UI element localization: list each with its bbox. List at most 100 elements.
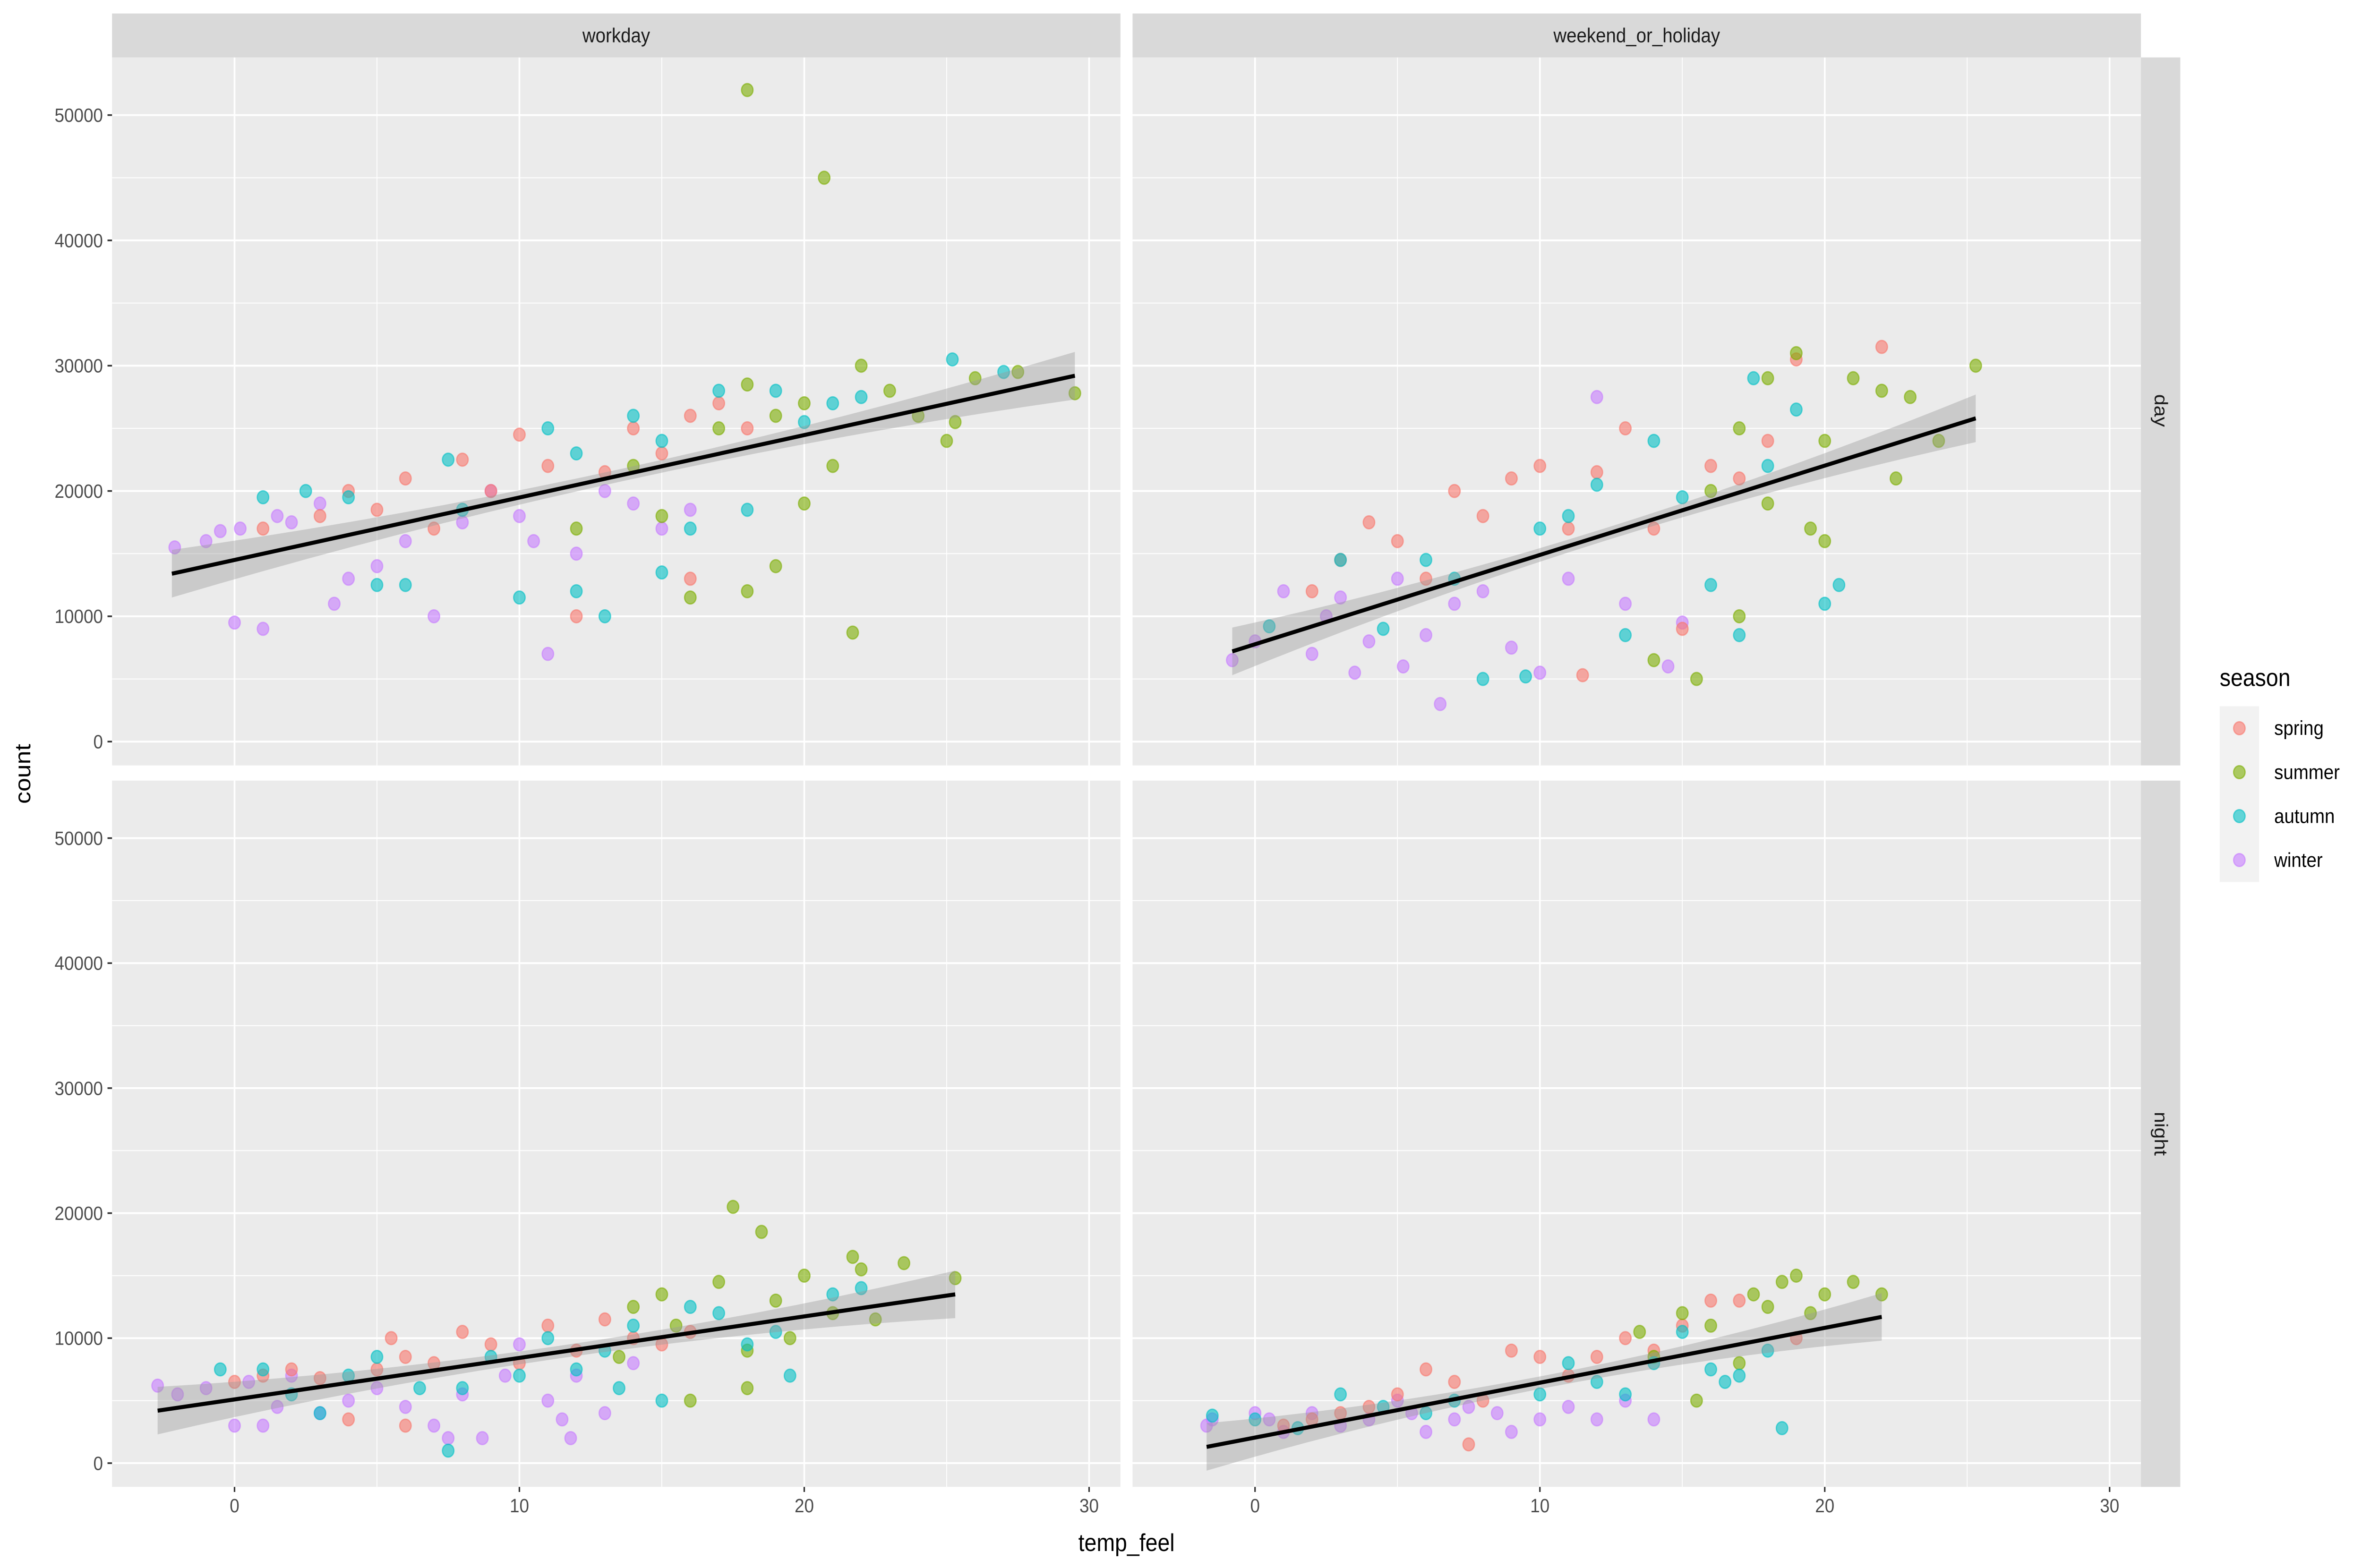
data-point-winter <box>541 1393 555 1408</box>
data-point-summer <box>684 590 697 605</box>
y-tick-label: 20000 <box>54 481 103 502</box>
data-point-summer <box>846 625 859 640</box>
data-point-spring <box>1619 421 1632 435</box>
data-point-spring <box>541 459 555 473</box>
data-point-spring <box>1462 1437 1475 1452</box>
data-point-winter <box>598 484 611 498</box>
data-point-spring <box>1362 515 1376 529</box>
data-point-autumn <box>413 1381 426 1396</box>
data-point-spring <box>627 421 640 435</box>
data-point-winter <box>234 521 247 536</box>
data-point-spring <box>570 609 583 623</box>
y-tick-label: 50000 <box>54 828 103 849</box>
data-point-spring <box>1576 668 1589 682</box>
data-point-summer <box>1890 471 1902 486</box>
data-point-summer <box>1818 1287 1831 1302</box>
data-point-autumn <box>627 1318 640 1333</box>
legend-label-autumn: autumn <box>2274 804 2335 827</box>
data-point-summer <box>798 396 811 410</box>
data-point-autumn <box>570 1362 583 1377</box>
data-point-autumn <box>627 409 640 423</box>
data-point-winter <box>1434 697 1447 711</box>
data-point-autumn <box>1733 628 1746 642</box>
data-point-autumn <box>342 490 355 504</box>
legend: season spring summer autumn winter <box>2219 664 2340 882</box>
strip-row-day <box>2141 57 2181 766</box>
data-point-autumn <box>513 590 526 605</box>
data-point-summer <box>1690 1393 1703 1408</box>
data-point-summer <box>855 358 868 373</box>
data-point-autumn <box>1476 672 1489 686</box>
x-tick-label: 10 <box>510 1495 529 1517</box>
data-point-autumn <box>442 452 455 467</box>
y-tick-label: 40000 <box>54 953 103 974</box>
data-point-spring <box>228 1374 241 1389</box>
data-point-autumn <box>855 1281 868 1295</box>
data-point-autumn <box>798 415 811 429</box>
data-point-winter <box>399 534 412 548</box>
data-point-summer <box>712 421 726 435</box>
data-point-summer <box>1647 653 1660 667</box>
data-point-autumn <box>1704 578 1717 592</box>
data-point-summer <box>1704 484 1717 498</box>
data-point-spring <box>428 521 441 536</box>
data-point-summer <box>1789 1268 1803 1283</box>
data-point-spring <box>1448 484 1461 498</box>
data-point-spring <box>684 409 697 423</box>
data-point-winter <box>627 1356 640 1371</box>
data-point-autumn <box>946 352 959 367</box>
data-point-winter <box>1590 390 1603 404</box>
data-point-winter <box>171 1387 184 1402</box>
data-point-summer <box>1875 1287 1888 1302</box>
data-point-summer <box>1789 346 1803 360</box>
data-point-winter <box>556 1412 569 1427</box>
legend-label-summer: summer <box>2274 760 2340 783</box>
data-point-winter <box>1391 571 1404 586</box>
data-point-winter <box>541 647 555 661</box>
data-point-spring <box>313 1371 326 1386</box>
data-point-autumn <box>1832 578 1846 592</box>
data-point-winter <box>313 496 326 511</box>
data-point-summer <box>1775 1275 1789 1289</box>
x-tick-label: 20 <box>1815 1495 1834 1517</box>
data-point-spring <box>484 484 497 498</box>
data-point-spring <box>313 509 326 523</box>
panel-background <box>1132 780 2141 1487</box>
data-point-winter <box>151 1378 164 1393</box>
data-point-summer <box>1761 496 1774 511</box>
data-point-winter <box>1448 597 1461 611</box>
x-tick-label: 0 <box>1250 1495 1259 1517</box>
data-point-winter <box>564 1431 577 1446</box>
data-point-spring <box>1305 584 1318 598</box>
data-point-autumn <box>1562 1356 1575 1371</box>
data-point-summer <box>949 415 962 429</box>
data-point-summer <box>1676 1306 1689 1321</box>
data-point-autumn <box>769 1325 782 1339</box>
data-point-spring <box>1448 1374 1461 1389</box>
data-point-summer <box>1633 1325 1646 1339</box>
data-point-summer <box>1818 534 1831 548</box>
regression-line <box>171 374 1076 576</box>
data-point-summer <box>1804 1306 1817 1321</box>
data-point-summer <box>1704 1318 1717 1333</box>
data-point-summer <box>769 1293 782 1308</box>
data-point-spring <box>1761 434 1774 448</box>
data-point-spring <box>1590 1349 1603 1364</box>
data-point-winter <box>442 1431 455 1446</box>
panel-weekend_or_holiday-day <box>1132 57 2141 766</box>
data-point-autumn <box>541 421 555 435</box>
data-point-spring <box>1619 1331 1632 1346</box>
data-point-summer <box>769 409 782 423</box>
data-point-summer <box>1011 365 1025 379</box>
data-point-winter <box>1533 1412 1547 1427</box>
data-point-autumn <box>769 383 782 398</box>
data-point-winter <box>527 534 540 548</box>
data-point-autumn <box>741 503 754 517</box>
data-point-winter <box>1448 1412 1461 1427</box>
data-point-autumn <box>1704 1362 1717 1377</box>
data-point-winter <box>271 1399 284 1414</box>
data-point-summer <box>898 1256 910 1270</box>
data-point-winter <box>513 1337 526 1352</box>
data-point-summer <box>826 459 839 473</box>
data-point-autumn <box>741 1337 754 1352</box>
